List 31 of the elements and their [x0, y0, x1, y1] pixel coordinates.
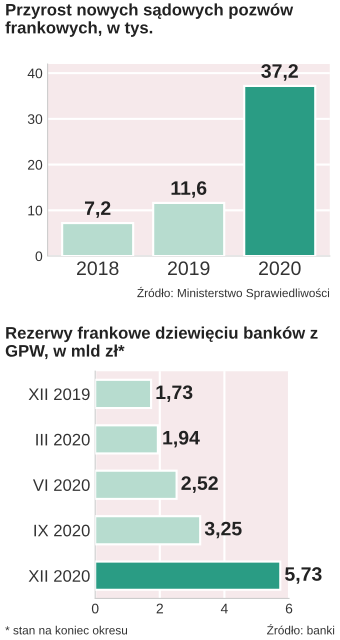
y-tick-label: 10 — [28, 206, 42, 216]
x-tick-label: 2020 — [259, 261, 301, 276]
data-label: 1,73 — [156, 385, 192, 402]
data-label: 5,73 — [285, 567, 322, 584]
y-tick-label: 20 — [28, 160, 42, 170]
x-tick-label: 0 — [92, 604, 99, 614]
x-tick-label: 2019 — [168, 261, 210, 276]
y-tick-label: 40 — [28, 68, 42, 78]
data-label: 7,2 — [84, 201, 110, 218]
y-tick-label: XII 2020 — [28, 570, 90, 582]
text: * stan na koniec okresu — [5, 626, 128, 634]
y-tick-label: XII 2019 — [28, 388, 90, 400]
text: Źródło: Ministerstwo Sprawiedliwości — [137, 286, 330, 300]
y-tick-label: 0 — [36, 251, 42, 262]
y-tick-label: III 2020 — [36, 434, 90, 446]
data-label: 3,25 — [204, 522, 242, 538]
chart-title: Rezerwy frankowe dziewięciu banków z GPW, w mld zł* — [6, 326, 318, 360]
x-tick-label: 6 — [286, 604, 292, 614]
x-tick-label: 2 — [156, 604, 163, 614]
x-tick-label: 2018 — [77, 261, 118, 276]
data-label: 1,94 — [163, 430, 200, 448]
bar — [95, 378, 152, 410]
data-label: 37,2 — [261, 64, 298, 81]
y-tick-label: VI 2020 — [32, 479, 90, 492]
x-tick-label: 4 — [220, 604, 228, 614]
data-label: 2,52 — [181, 476, 218, 493]
y-tick-label: IX 2020 — [34, 524, 90, 536]
data-label: 11,6 — [172, 181, 206, 198]
text: Źródło: banki — [267, 624, 334, 634]
chart-title: Przyrost nowych sądowych pozwów frankowych, w tys. — [5, 3, 294, 37]
y-tick-label: 30 — [28, 114, 42, 124]
